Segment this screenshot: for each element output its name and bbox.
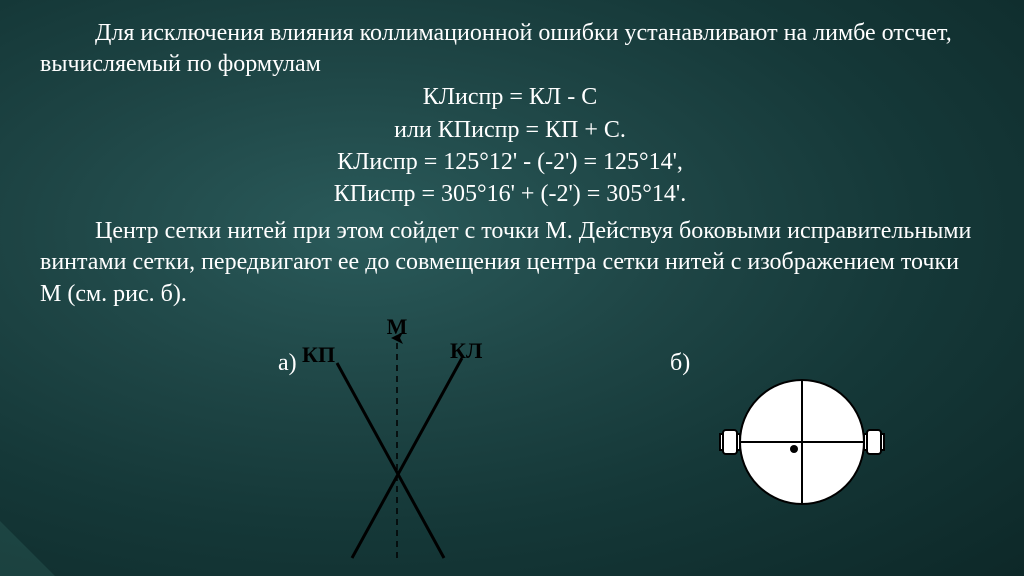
paragraph-explain: Центр сетки нитей при этом сойдет с точк… (40, 216, 980, 310)
paragraph-intro: Для исключения влияния коллимационной ош… (40, 18, 980, 80)
figure-b-label: б) (670, 350, 690, 377)
formula-block: КЛиспр = КЛ - С или КПиспр = КП + С. КЛи… (140, 82, 880, 210)
slide-content: Для исключения влияния коллимационной ош… (40, 18, 980, 310)
svg-text:М: М (387, 318, 408, 339)
formula-4: КПиспр = 305°16' + (-2') = 305°14'. (140, 179, 880, 210)
formula-1: КЛиспр = КЛ - С (140, 82, 880, 113)
figure-row: а) б) М КП КЛ (0, 328, 1024, 568)
svg-text:КЛ: КЛ (450, 338, 483, 363)
figure-a-diagram: М КП КЛ (302, 318, 492, 568)
formula-2: или КПиспр = КП + С. (140, 115, 880, 146)
formula-3: КЛиспр = 125°12' - (-2') = 125°14', (140, 147, 880, 178)
svg-text:КП: КП (302, 342, 335, 367)
figure-a-label: а) (278, 350, 297, 377)
corner-fold-icon (0, 521, 55, 576)
figure-b-diagram (712, 362, 892, 522)
